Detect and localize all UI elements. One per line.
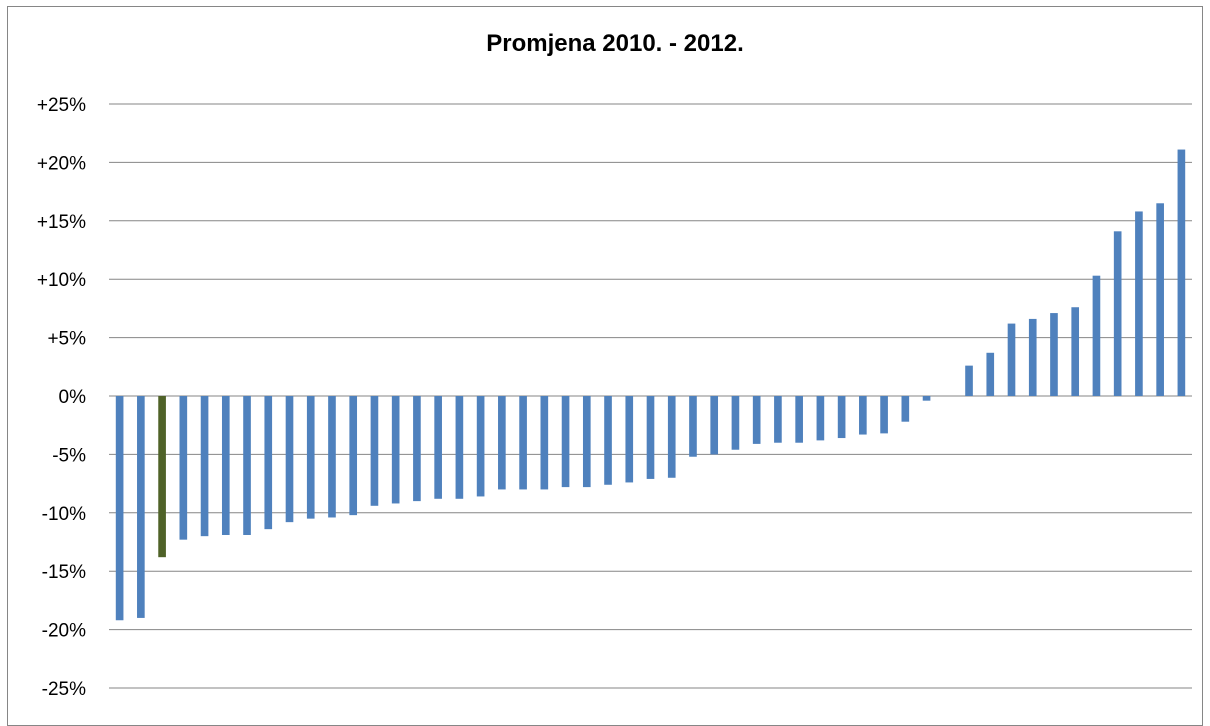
bar [1092, 275, 1101, 396]
y-tick-label: 0% [59, 387, 87, 408]
bar [137, 396, 145, 618]
y-tick-label: -20% [42, 621, 86, 642]
bar [476, 396, 485, 497]
bars [115, 149, 1186, 621]
y-tick-label: +20% [37, 153, 86, 174]
y-tick-label: -5% [52, 445, 86, 466]
bar [328, 396, 336, 518]
bar-chart: +25% +20% +15% +10% +5% 0% -5% -10% -15% -20% -25% [37, 95, 1192, 700]
bar [1156, 203, 1164, 396]
bar [391, 396, 400, 504]
bar [965, 365, 973, 396]
y-tick-label: +15% [37, 212, 86, 233]
bar [859, 396, 867, 435]
bar [731, 396, 740, 450]
bar [200, 396, 209, 537]
bar [243, 396, 251, 535]
bar [115, 396, 124, 621]
chart-title: Promjena 2010. - 2012. [486, 30, 744, 57]
bar [264, 396, 273, 530]
y-tick-label: -10% [42, 504, 86, 525]
bar [455, 396, 464, 499]
y-tick-label: +25% [37, 95, 86, 116]
bar [540, 396, 549, 490]
y-tick-label: -25% [42, 679, 86, 700]
bar [646, 396, 655, 479]
bar [370, 396, 379, 506]
bar [880, 396, 888, 434]
y-axis-labels: +25% +20% +15% +10% +5% 0% -5% -10% -15% -20% -25% [37, 95, 86, 700]
bar [986, 352, 995, 396]
bar [1007, 323, 1016, 396]
bar [1177, 149, 1186, 396]
chart-frame [7, 6, 1203, 726]
bar [837, 396, 846, 439]
bar [1135, 211, 1143, 396]
bar [498, 396, 506, 490]
bar [710, 396, 719, 455]
bar [158, 396, 166, 558]
bar [1113, 231, 1122, 396]
bar [582, 396, 591, 488]
bar [561, 396, 570, 488]
bar [774, 396, 782, 443]
bar [1071, 307, 1080, 396]
bar [285, 396, 294, 523]
bar [1050, 313, 1058, 396]
bar [625, 396, 634, 483]
bar [752, 396, 761, 444]
bar [221, 396, 230, 535]
bar [901, 396, 910, 422]
bar [434, 396, 442, 499]
bar [1028, 318, 1037, 396]
bar [922, 396, 931, 401]
bar [667, 396, 676, 478]
bar [519, 396, 527, 490]
bar [689, 396, 697, 457]
y-tick-label: -15% [42, 562, 86, 583]
bar [413, 396, 421, 502]
bar [179, 396, 188, 540]
bar [306, 396, 315, 519]
bar [604, 396, 612, 485]
y-tick-label: +5% [47, 329, 86, 350]
y-tick-label: +10% [37, 270, 86, 291]
bar [349, 396, 358, 516]
bar [816, 396, 825, 441]
bar [795, 396, 803, 443]
